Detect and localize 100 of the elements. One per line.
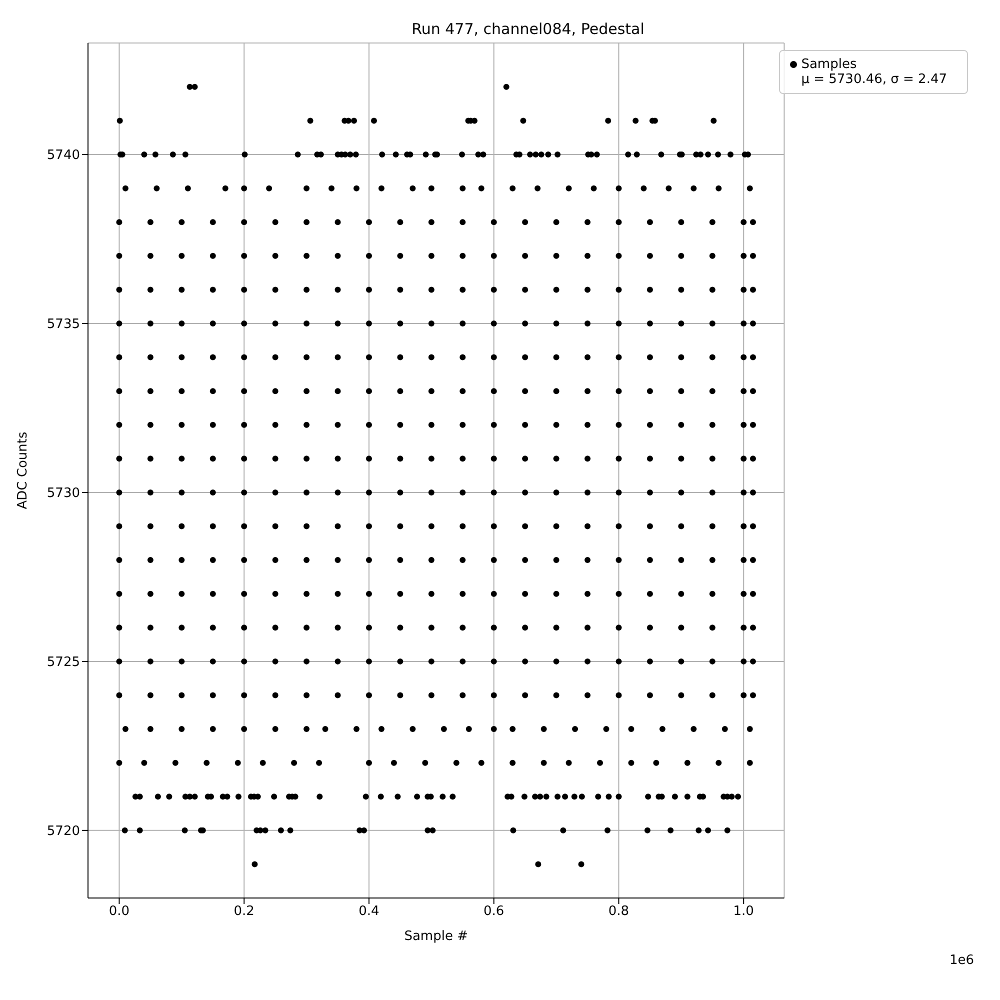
- point: [606, 794, 612, 800]
- point: [510, 726, 516, 732]
- point: [746, 726, 753, 732]
- point: [235, 794, 242, 800]
- point: [210, 219, 216, 226]
- point: [353, 726, 360, 732]
- point: [241, 489, 248, 496]
- point: [116, 658, 122, 664]
- point: [428, 388, 434, 394]
- point: [397, 489, 404, 496]
- point: [562, 794, 568, 800]
- point: [646, 354, 653, 360]
- point: [147, 354, 154, 360]
- point: [353, 185, 360, 192]
- point: [604, 827, 610, 834]
- point: [366, 320, 372, 326]
- point: [522, 523, 528, 530]
- point: [362, 794, 369, 800]
- point: [378, 794, 384, 800]
- point: [271, 794, 278, 800]
- point: [210, 726, 216, 732]
- point: [422, 152, 429, 158]
- point: [428, 252, 434, 259]
- point: [553, 219, 560, 226]
- point: [178, 422, 185, 428]
- point: [709, 590, 716, 597]
- point: [410, 726, 416, 732]
- point: [397, 624, 404, 631]
- point: [566, 760, 572, 766]
- point: [366, 590, 372, 597]
- point: [750, 557, 756, 564]
- point: [490, 523, 497, 530]
- point: [584, 489, 591, 496]
- point: [272, 286, 278, 293]
- point: [584, 658, 591, 664]
- point: [210, 320, 216, 326]
- point: [709, 252, 716, 259]
- point: [538, 152, 544, 158]
- point: [740, 422, 747, 428]
- point: [210, 456, 216, 462]
- point: [594, 152, 600, 158]
- point: [154, 794, 161, 800]
- point: [366, 422, 372, 428]
- point: [646, 252, 653, 259]
- point: [616, 320, 622, 326]
- point: [616, 692, 622, 698]
- point: [740, 489, 747, 496]
- point: [584, 624, 591, 631]
- point: [266, 185, 272, 192]
- point: [178, 590, 185, 597]
- point: [709, 557, 716, 564]
- point: [527, 152, 534, 158]
- point: [147, 557, 154, 564]
- y-tick-label: 5725: [46, 655, 80, 670]
- point: [750, 286, 756, 293]
- point: [653, 760, 660, 766]
- point: [666, 185, 672, 192]
- point: [625, 152, 632, 158]
- point: [272, 557, 278, 564]
- point: [116, 422, 122, 428]
- point: [178, 557, 185, 564]
- text: 1e6: [949, 953, 974, 968]
- point: [690, 726, 697, 732]
- point: [370, 118, 377, 124]
- point: [722, 726, 728, 732]
- point: [460, 523, 466, 530]
- point: [522, 692, 528, 698]
- point: [616, 388, 622, 394]
- point: [678, 456, 684, 462]
- point: [116, 219, 122, 226]
- point: [147, 286, 154, 293]
- point: [428, 557, 434, 564]
- point: [553, 692, 560, 698]
- point: [334, 354, 341, 360]
- point: [709, 286, 716, 293]
- point: [460, 185, 466, 192]
- point: [172, 760, 178, 766]
- point: [428, 354, 434, 360]
- point: [709, 219, 716, 226]
- point: [668, 827, 674, 834]
- point: [466, 726, 472, 732]
- point: [304, 388, 310, 394]
- point: [616, 422, 622, 428]
- point: [241, 219, 248, 226]
- point: [480, 152, 486, 158]
- point: [584, 590, 591, 597]
- point: [460, 692, 466, 698]
- point: [646, 590, 653, 597]
- point: [709, 354, 716, 360]
- point: [241, 557, 248, 564]
- point: [490, 456, 497, 462]
- point: [490, 624, 497, 631]
- point: [241, 422, 248, 428]
- point: [241, 726, 248, 732]
- point: [116, 523, 122, 530]
- point: [178, 489, 185, 496]
- point: [334, 658, 341, 664]
- x-tick-label: 0.0: [108, 904, 130, 920]
- point: [178, 320, 185, 326]
- point: [166, 794, 172, 800]
